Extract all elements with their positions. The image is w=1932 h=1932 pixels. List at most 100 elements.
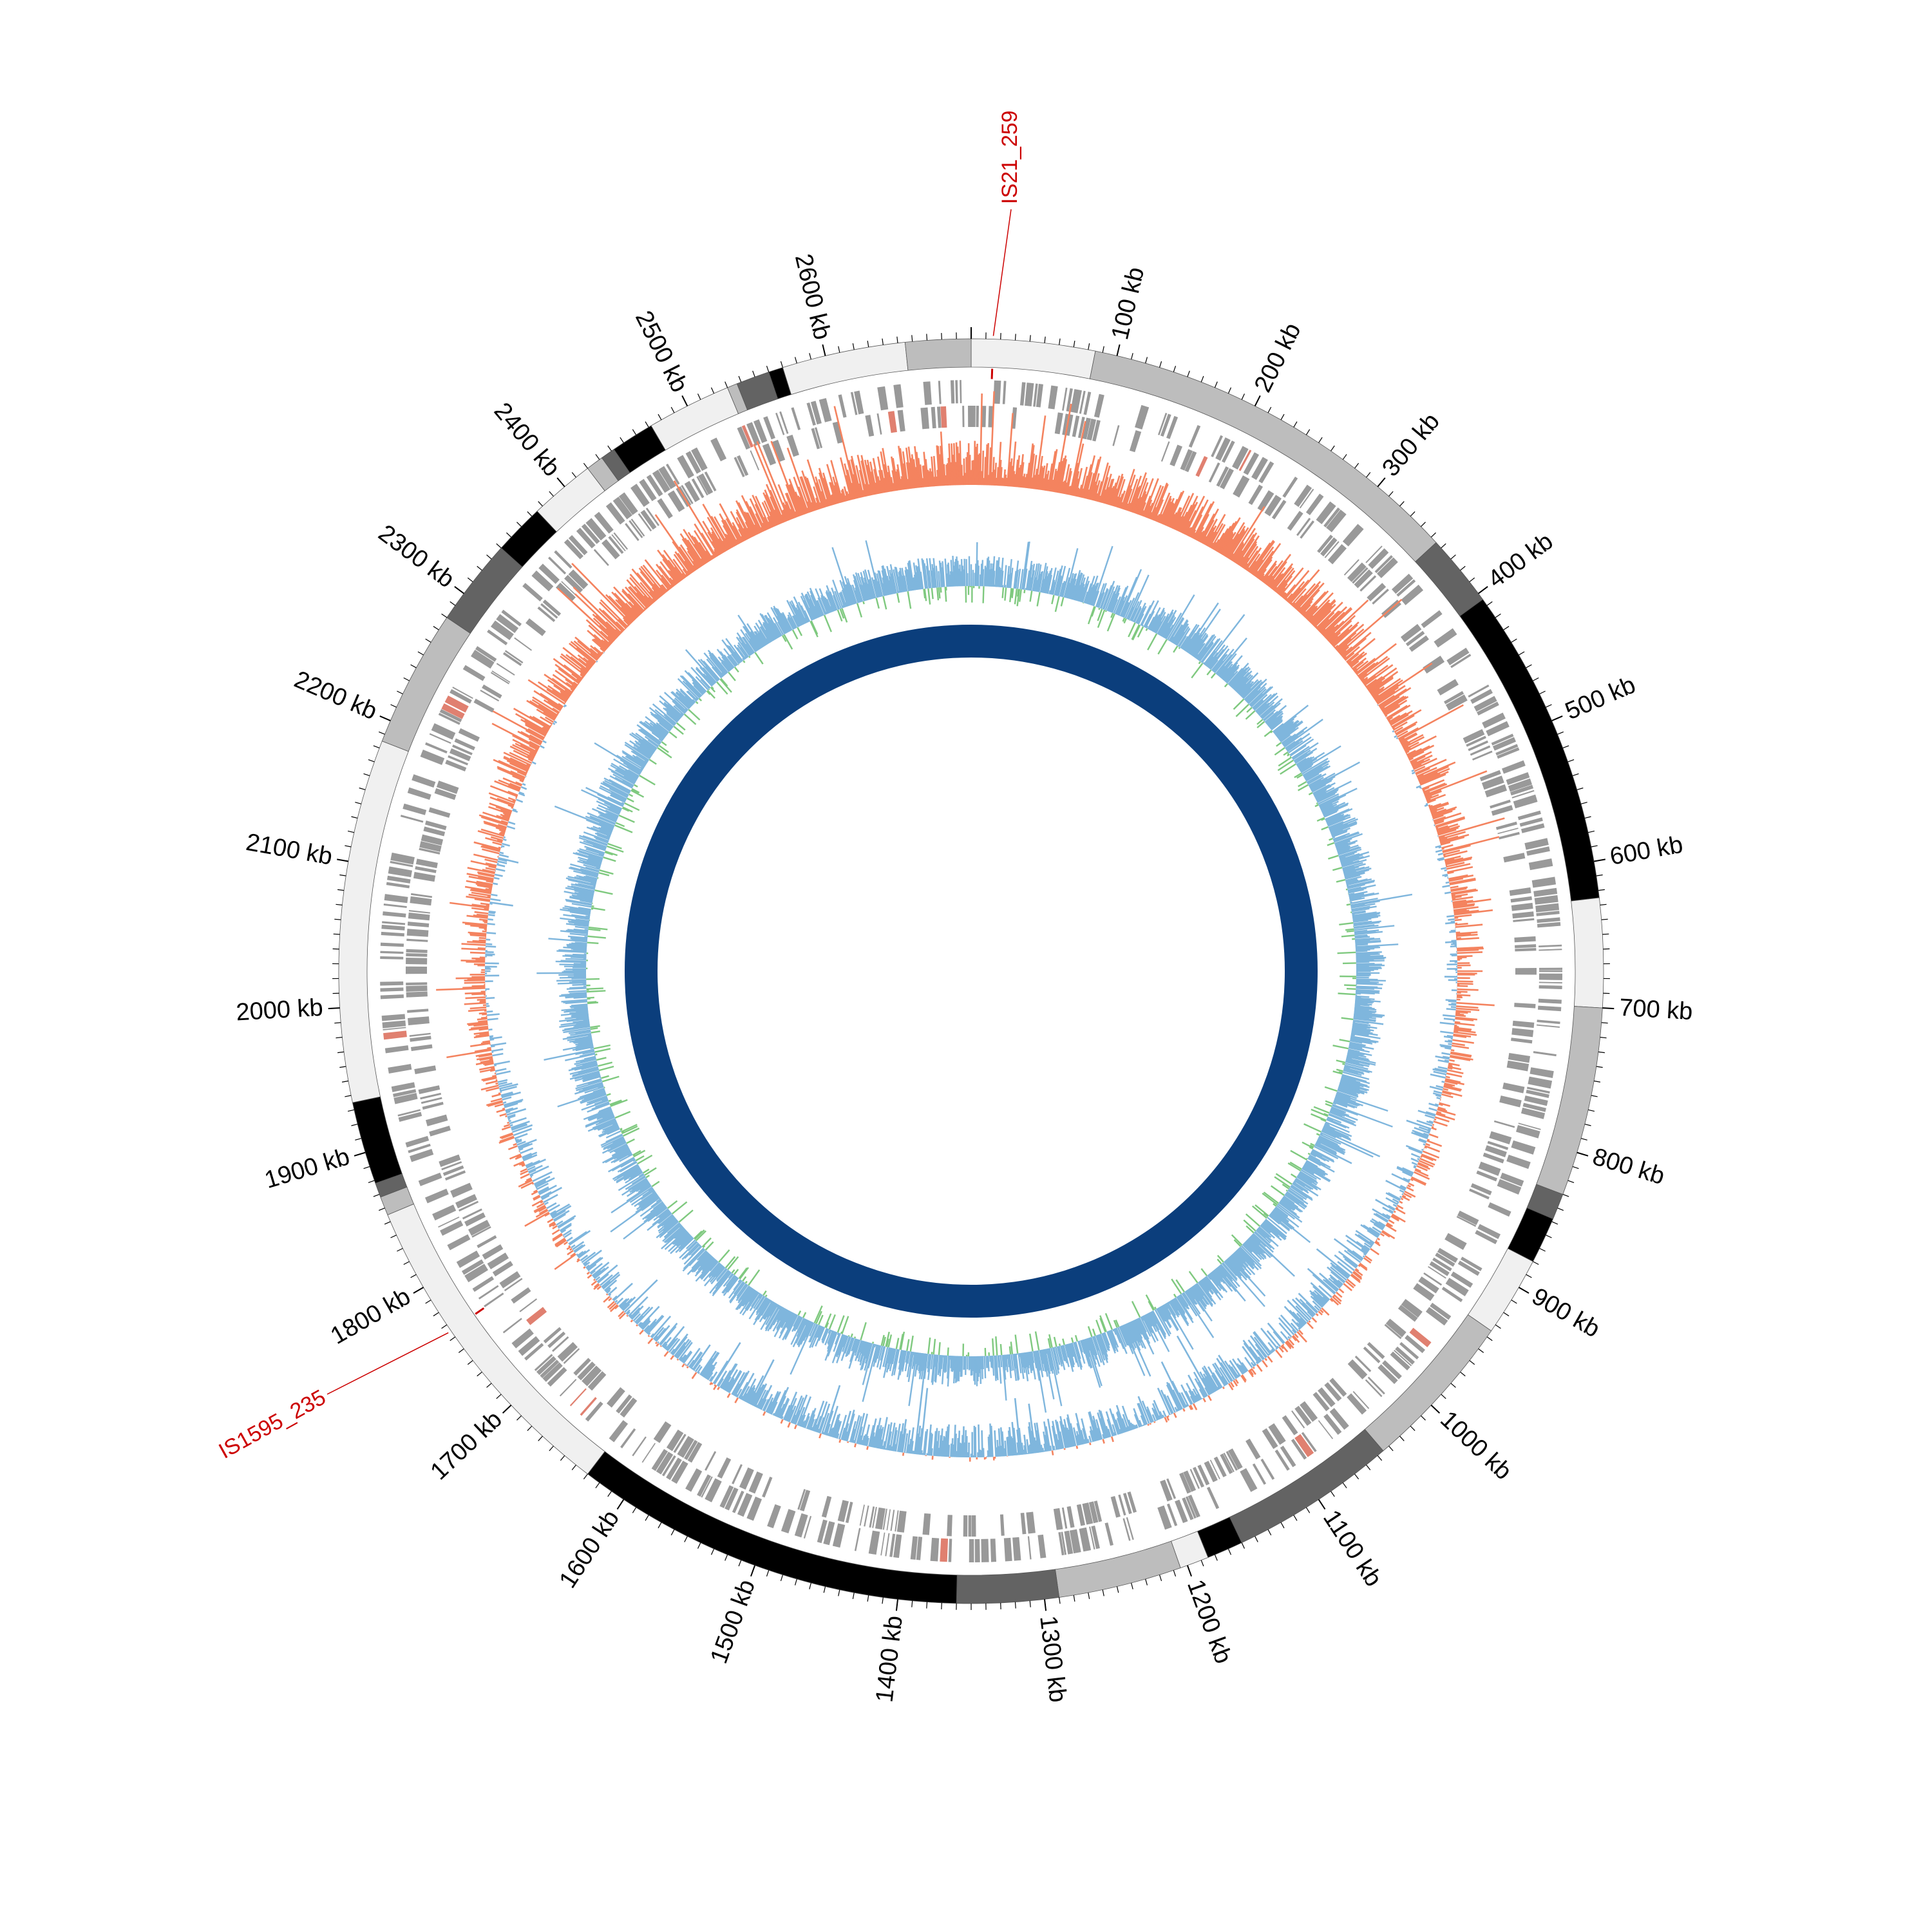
gc-content-bar — [553, 1213, 566, 1222]
gc-skew-bar — [1222, 1262, 1238, 1280]
gc-skew-bar — [1181, 630, 1195, 650]
gc-content-bar — [900, 1419, 907, 1453]
gc-content-bar — [482, 811, 509, 822]
gc-content-bar — [690, 1352, 703, 1369]
gc-content-bar — [748, 1375, 764, 1405]
gc-content-bar — [541, 1195, 550, 1200]
gc-content-bar — [1405, 1144, 1423, 1153]
gc-content-bar — [1441, 1052, 1451, 1056]
gc-content-bar — [819, 1433, 822, 1439]
gc-content-bar — [1428, 1103, 1439, 1108]
gc-content-bar — [755, 513, 765, 532]
gc-content-bar — [482, 844, 501, 851]
gc-skew-bar — [1036, 592, 1041, 607]
gc-skew-bar — [1154, 1309, 1171, 1337]
cds-feature — [450, 689, 472, 704]
gc-content-bar — [1347, 652, 1359, 664]
gc-content-bar — [519, 779, 524, 783]
gc-content-bar — [909, 1427, 914, 1454]
gc-content-bar — [500, 820, 509, 824]
cds-feature — [1188, 425, 1201, 448]
gc-content-bar — [1439, 1021, 1455, 1025]
cds-feature — [413, 871, 436, 882]
gc-content-bar — [841, 488, 847, 502]
gc-skew-bar — [1336, 1092, 1351, 1098]
gc-content-bar — [1417, 1110, 1436, 1117]
gc-skew-bar — [1182, 1292, 1191, 1305]
cds-feature — [555, 582, 576, 602]
cds-feature — [1492, 737, 1517, 751]
gc-content-bar — [1453, 903, 1475, 908]
gc-skew-bar — [1195, 654, 1199, 659]
gc-skew-bar — [1135, 602, 1146, 624]
gc-content-bar — [1390, 714, 1409, 726]
gc-content-bar — [898, 1423, 904, 1452]
minor-tick — [583, 462, 588, 469]
gc-content-bar — [1049, 1445, 1052, 1451]
gc-content-bar — [630, 607, 640, 617]
gc-content-bar — [1254, 551, 1274, 577]
tick-label: 2200 kb — [290, 666, 381, 725]
gc-skew-bar — [1180, 636, 1189, 649]
gc-skew-bar — [1145, 1294, 1155, 1311]
gc-content-bar — [600, 599, 629, 628]
gc-skew-bar — [1285, 1193, 1300, 1204]
gc-skew-bar — [1063, 1345, 1070, 1368]
major-tick — [354, 1151, 366, 1157]
gc-skew-bar — [1320, 802, 1333, 810]
gc-content-bar — [1428, 804, 1433, 808]
cds-feature — [1062, 413, 1069, 435]
gc-skew-bar — [1215, 1268, 1224, 1279]
gc-content-bar — [473, 853, 498, 861]
gc-skew-bar — [1245, 1240, 1261, 1255]
gc-content-bar — [1450, 1006, 1457, 1009]
cds-feature — [613, 532, 629, 550]
gc-skew-bar — [1060, 580, 1066, 597]
gc-content-bar — [773, 1390, 787, 1416]
minor-tick — [373, 1194, 380, 1197]
gc-content-bar — [1231, 543, 1245, 562]
gc-content-bar — [470, 1025, 489, 1030]
cds-feature — [1251, 457, 1268, 480]
gc-skew-bar — [1300, 763, 1314, 773]
gc-content-bar — [768, 1392, 780, 1414]
gc-skew-bar — [1097, 1334, 1108, 1363]
cds-feature — [882, 1508, 887, 1530]
gc-content-bar — [676, 1358, 679, 1361]
cds-feature — [640, 509, 657, 530]
gc-content-bar — [1434, 1067, 1448, 1072]
gc-skew-bar — [1173, 1298, 1188, 1320]
gc-content-bar — [528, 1169, 536, 1174]
gc-content-bar — [1135, 482, 1149, 515]
gc-content-bar — [513, 707, 550, 730]
gc-skew-bar — [1237, 1248, 1259, 1271]
gc-content-bar — [1434, 1116, 1450, 1122]
gc-content-bar — [1373, 1213, 1388, 1223]
gc-skew-bar — [1279, 726, 1299, 742]
gc-content-bar — [1452, 903, 1468, 907]
tick-label: 1200 kb — [1182, 1576, 1237, 1667]
gc-content-bar — [1104, 478, 1113, 504]
gc-skew-bar — [995, 1355, 999, 1381]
gc-content-bar — [507, 797, 516, 802]
gc-skew-bar — [1352, 912, 1381, 918]
cds-feature — [444, 1170, 466, 1181]
gc-content-bar — [705, 550, 713, 561]
cds-feature — [1258, 461, 1274, 484]
gc-content-bar — [1396, 737, 1399, 740]
gc-content-bar — [1396, 1206, 1399, 1209]
cds-feature — [1488, 1202, 1511, 1217]
gc-content-bar — [547, 1204, 560, 1213]
minor-tick — [1267, 1529, 1272, 1536]
gc-content-bar — [762, 1411, 766, 1416]
gc-content-bar — [823, 1385, 841, 1435]
gc-content-bar — [1437, 827, 1459, 835]
cds-feature — [1019, 382, 1026, 406]
minor-tick — [384, 1221, 391, 1225]
gc-content-bar — [479, 1001, 486, 1003]
gc-content-bar — [1030, 1430, 1036, 1454]
gc-skew-bar — [1014, 589, 1018, 605]
gc-content-bar — [1286, 1340, 1294, 1349]
gc-skew-bar — [1314, 804, 1319, 808]
gc-content-bar — [1337, 1280, 1344, 1285]
